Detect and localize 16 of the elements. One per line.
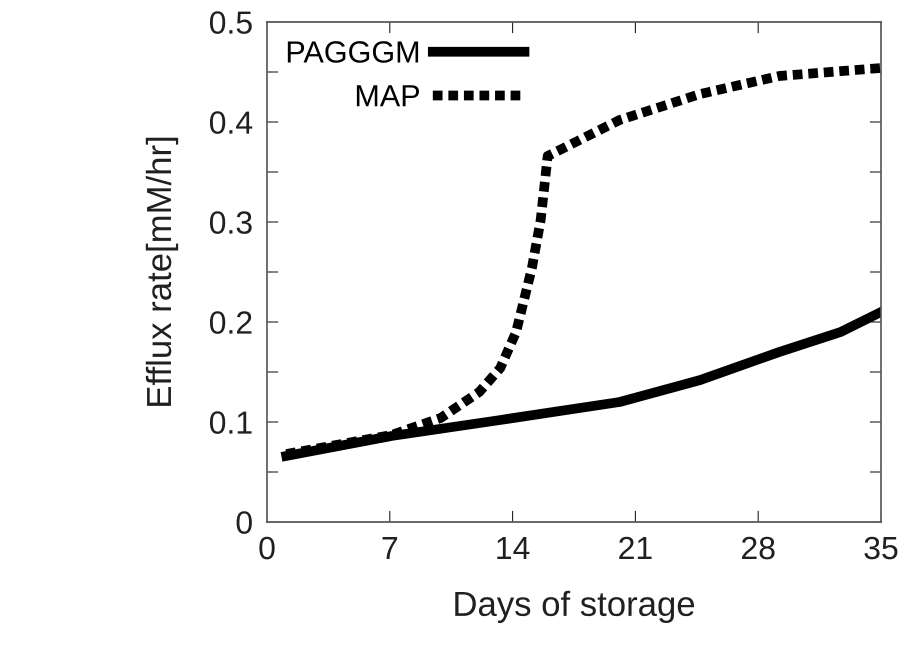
legend-label: PAGGGM <box>288 41 418 63</box>
x-tick-label: 21 <box>619 536 652 560</box>
y-tick-label: 0 <box>236 511 252 534</box>
x-tick-label: 7 <box>382 537 398 560</box>
y-tick-label: 0.1 <box>210 411 252 434</box>
y-axis-title: Efflux rate[mM/hr] <box>146 138 178 406</box>
y-tick-label: 0.3 <box>210 211 252 234</box>
x-tick-label: 14 <box>497 537 530 560</box>
x-tick-label: 35 <box>864 536 898 560</box>
legend-label: MAP <box>356 85 419 106</box>
x-axis-title: Days of storage <box>455 590 694 624</box>
y-tick-label: 0.4 <box>210 111 252 134</box>
x-tick-label: 28 <box>742 536 775 560</box>
x-tick-label: 0 <box>259 536 275 560</box>
y-tick-label: 0.5 <box>210 11 252 34</box>
y-tick-label: 0.2 <box>210 311 252 334</box>
